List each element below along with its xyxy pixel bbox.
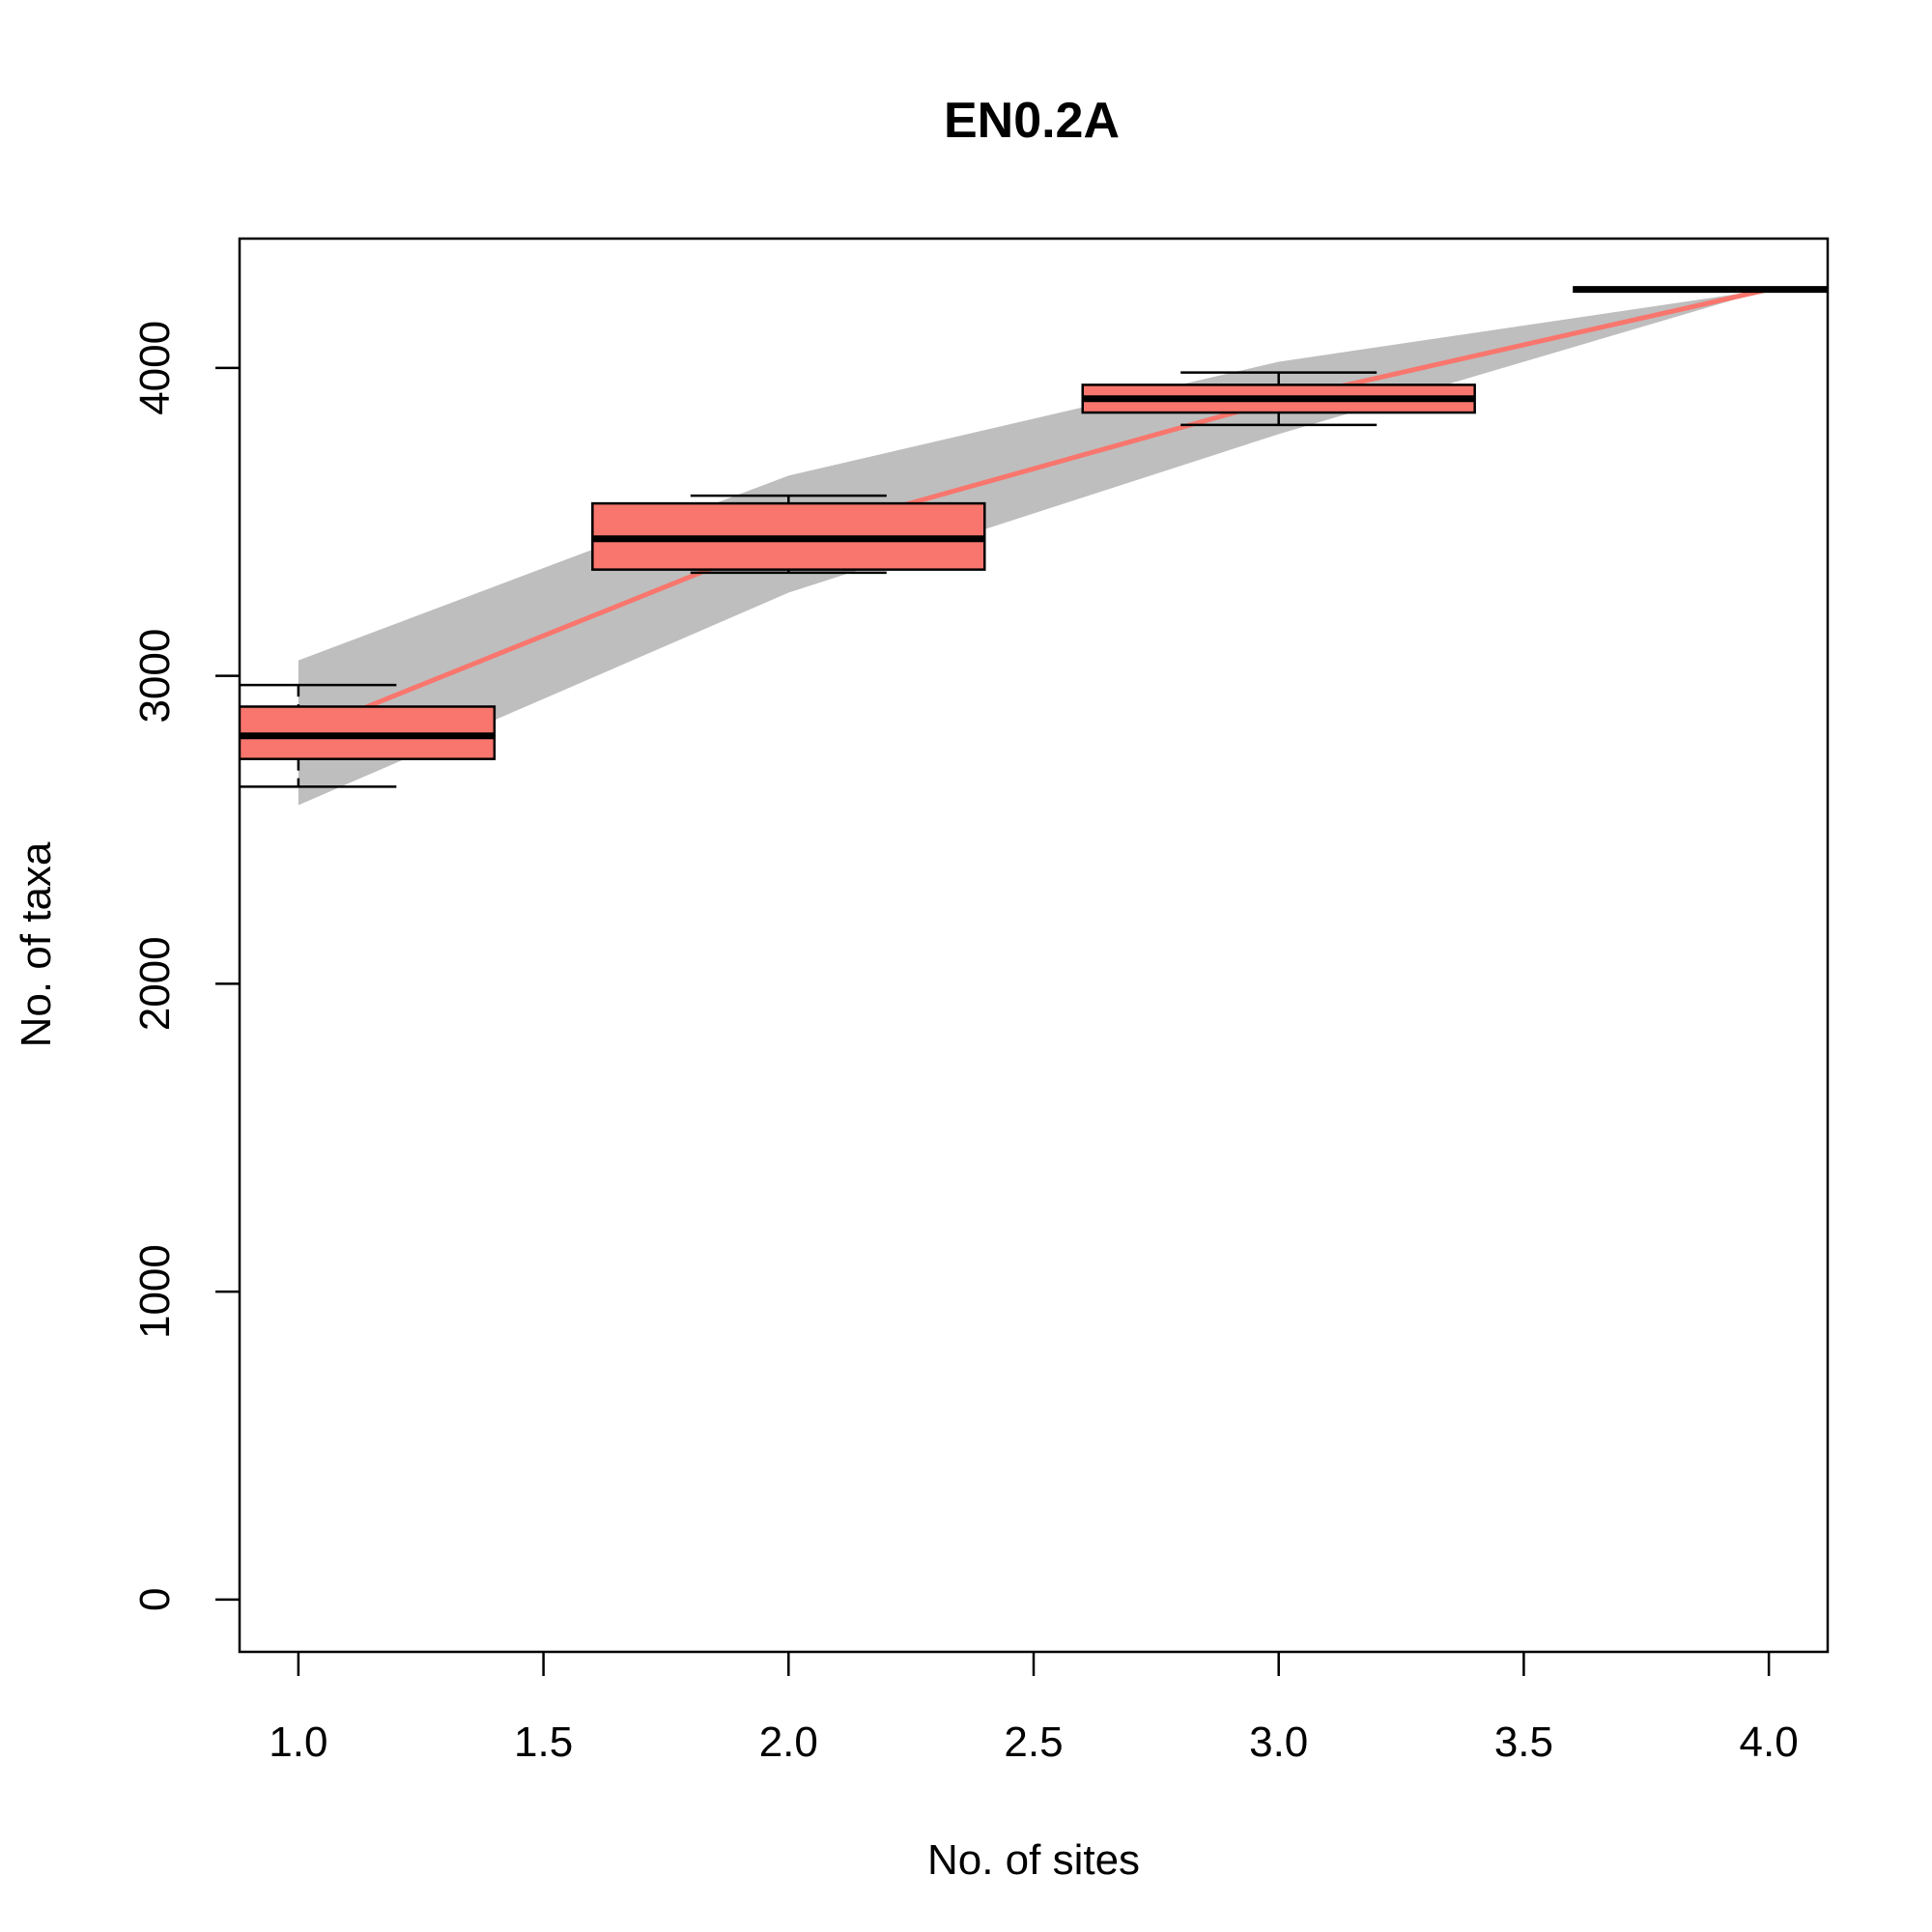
y-tick-label: 0: [131, 1588, 179, 1611]
y-tick-label: 3000: [131, 629, 179, 724]
x-axis-label: No. of sites: [927, 1836, 1140, 1884]
box-3: [1081, 371, 1476, 427]
x-tick-label: 3.5: [1494, 1719, 1553, 1766]
confidence-band: [298, 289, 1770, 806]
box-2: [591, 494, 986, 575]
chart-title: EN0.2A: [944, 93, 1120, 149]
y-tick-label: 4000: [131, 321, 179, 415]
x-tick-label: 3.0: [1249, 1719, 1308, 1766]
box-1: [240, 683, 497, 788]
y-axis-label: No. of taxa: [13, 841, 60, 1047]
x-tick-label: 4.0: [1740, 1719, 1799, 1766]
x-tick-label: 1.0: [269, 1719, 327, 1766]
x-axis: 1.0 1.5 2.0 2.5 3.0 3.5 4.0: [269, 1652, 1799, 1766]
x-tick-label: 2.5: [1004, 1719, 1063, 1766]
y-tick-label: 2000: [131, 936, 179, 1031]
x-tick-label: 2.0: [759, 1719, 818, 1766]
plot-area: [240, 286, 1828, 806]
y-tick-label: 1000: [131, 1244, 179, 1339]
x-tick-label: 1.5: [514, 1719, 573, 1766]
y-axis: 0 1000 2000 3000 4000: [131, 321, 240, 1611]
mean-curve: [297, 287, 1770, 737]
